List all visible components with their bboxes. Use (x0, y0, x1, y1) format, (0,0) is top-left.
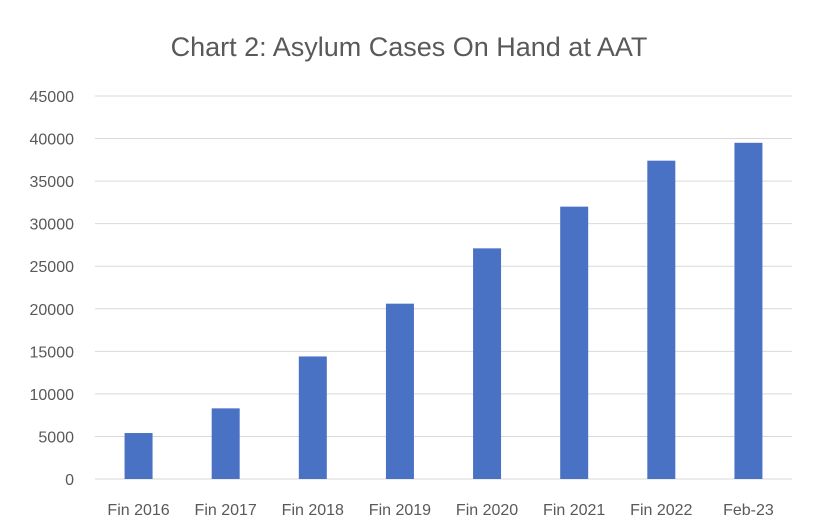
bar-feb-23 (734, 142, 763, 480)
x-category-label: Fin 2016 (107, 502, 169, 519)
bar-fin-2021 (560, 206, 589, 479)
gridlines (95, 95, 792, 480)
x-category-label: Feb-23 (723, 502, 774, 519)
bar-fin-2019 (385, 303, 414, 479)
bar-fin-2018 (298, 356, 327, 479)
y-tick-label: 30000 (30, 217, 75, 234)
y-tick-label: 20000 (30, 302, 75, 319)
bar-fin-2016 (124, 433, 153, 479)
y-tick-label: 40000 (30, 132, 75, 149)
y-tick-label: 35000 (30, 174, 75, 191)
bar-fin-2017 (211, 408, 240, 479)
x-category-label: Fin 2019 (369, 502, 431, 519)
y-tick-label: 15000 (30, 344, 75, 361)
bar-fin-2022 (647, 160, 676, 479)
y-tick-label: 10000 (30, 387, 75, 404)
bars (124, 142, 763, 480)
x-category-label: Fin 2021 (543, 502, 605, 519)
x-category-label: Fin 2022 (630, 502, 692, 519)
x-category-label: Fin 2018 (282, 502, 344, 519)
x-category-label: Fin 2020 (456, 502, 518, 519)
x-axis-category-labels: Fin 2016 Fin 2017 Fin 2018 Fin 2019 Fin 2020… (107, 502, 773, 519)
bar-fin-2020 (473, 248, 502, 479)
y-tick-label: 5000 (38, 429, 74, 446)
y-axis-tick-labels: 0 5000 10000 15000 20000 25000 30000 35000 40000… (30, 89, 75, 489)
y-tick-label: 25000 (30, 259, 75, 276)
y-tick-label: 0 (65, 472, 74, 489)
chart-title: Chart 2: Asylum Cases On Hand at AAT (171, 32, 648, 62)
x-category-label: Fin 2017 (195, 502, 257, 519)
y-tick-label: 45000 (30, 89, 75, 106)
